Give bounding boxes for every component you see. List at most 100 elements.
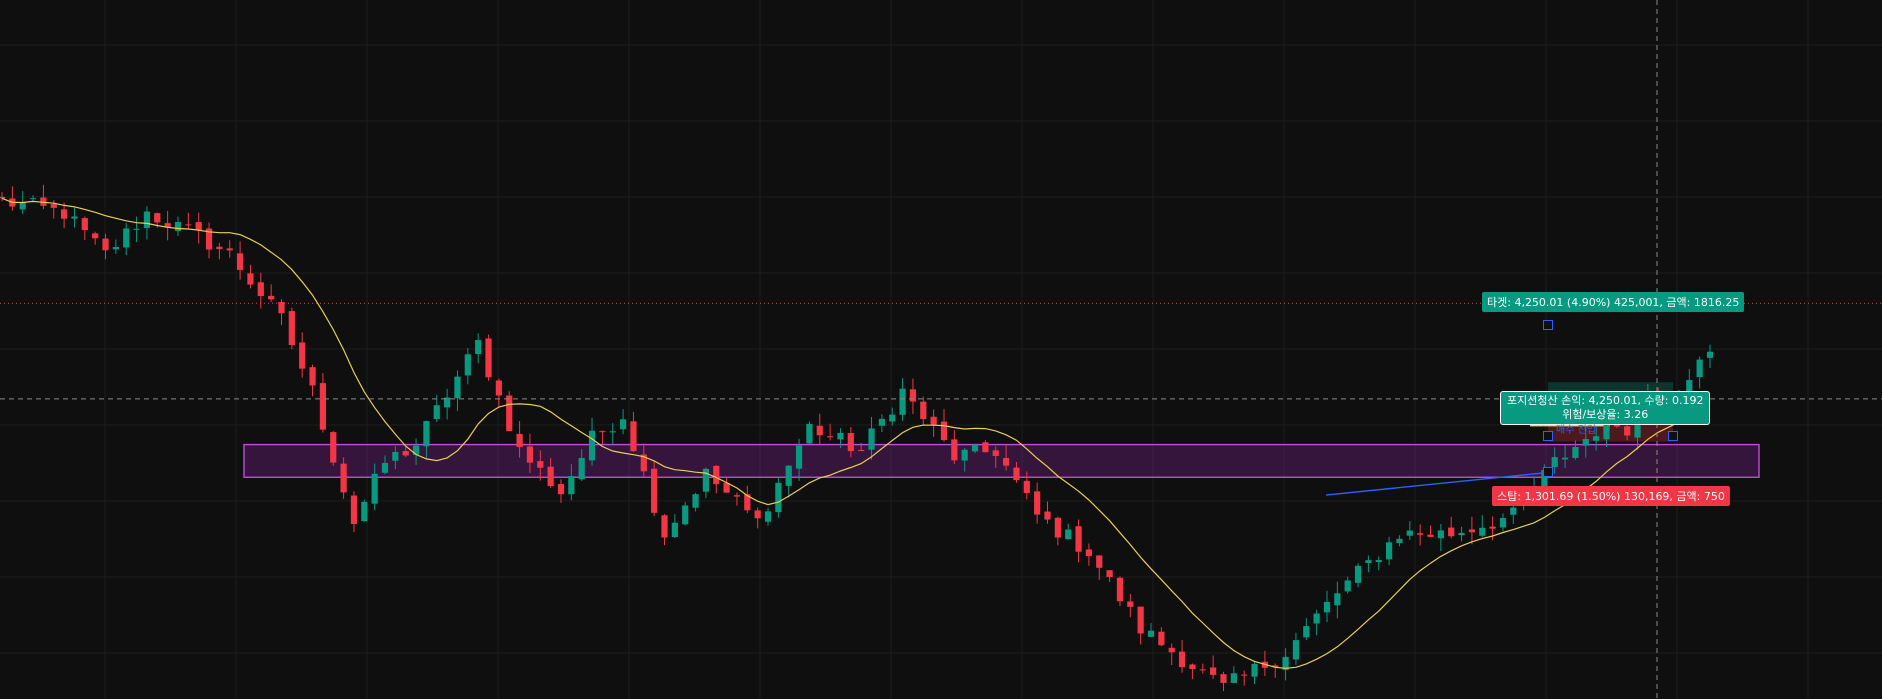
candle-body [940, 421, 948, 441]
candle-body [1013, 467, 1020, 481]
candle-body [1624, 426, 1631, 436]
candle-body [1034, 491, 1041, 515]
candle-body [1282, 656, 1289, 671]
candle-body [557, 483, 565, 495]
candle-body [733, 495, 741, 497]
candle-body [1334, 593, 1341, 606]
candle-body [1593, 436, 1600, 441]
candle-body [174, 222, 182, 231]
entry-handle-right[interactable] [1668, 431, 1678, 441]
exit-label[interactable]: 포지션청산 손익: 4,250.01, 수량: 0.192 위험/보상율: 3.… [1500, 391, 1711, 425]
candle-body [1002, 458, 1010, 466]
support-resistance-zone [243, 443, 1760, 478]
candle-body [1054, 517, 1061, 538]
candle-body [319, 383, 327, 430]
moving-average-line [1, 197, 1711, 669]
candle-body [371, 473, 378, 504]
candle-body [92, 233, 99, 239]
candle-body [299, 342, 306, 369]
candle-body [506, 395, 513, 432]
candle-body [661, 515, 668, 538]
candle-body [1106, 570, 1113, 577]
candle-body [361, 501, 368, 522]
candle-body [1220, 674, 1227, 683]
candle-body [1210, 667, 1217, 675]
candle-body [858, 450, 865, 452]
stop-label[interactable]: 스탑: 1,301.69 (1.50%) 130,169, 금액: 750 [1492, 486, 1730, 506]
candle-body [526, 446, 534, 463]
candle-body [754, 510, 761, 519]
candle-body [81, 218, 88, 231]
candle-body [102, 238, 109, 251]
candle-body [1137, 606, 1144, 634]
candle-body [50, 204, 57, 208]
candle-body [340, 463, 347, 493]
candle-body [1510, 507, 1517, 515]
candle-body [920, 401, 927, 420]
candle-body [381, 462, 389, 473]
candle-body [961, 449, 968, 461]
candle-body [1489, 526, 1496, 529]
candle-body [951, 439, 958, 461]
candle-body [1178, 651, 1186, 668]
candle-body [268, 295, 275, 300]
candle-body [1468, 529, 1476, 533]
candle-body [1168, 647, 1175, 653]
candle-body [1686, 380, 1693, 396]
candle-body [226, 248, 233, 251]
candle-body [1251, 663, 1258, 677]
candle-body [619, 419, 627, 430]
candle-body [578, 457, 585, 480]
candle-body [205, 228, 213, 250]
candle-body [899, 388, 906, 415]
candle-body [547, 466, 554, 487]
candle-body [1075, 526, 1082, 552]
candle-body [1582, 439, 1589, 446]
candle-body [982, 442, 989, 453]
candle-body [1541, 469, 1548, 490]
candle-body [1323, 601, 1331, 613]
candle-body [29, 198, 37, 200]
candle-body [71, 216, 78, 219]
candle-body [1385, 542, 1393, 560]
candle-body [630, 421, 637, 452]
candle-body [640, 454, 647, 472]
candle-body [1427, 534, 1434, 537]
candle-body [19, 202, 26, 210]
candle-body [816, 425, 823, 436]
candle-body [837, 432, 844, 440]
candle-body [1096, 555, 1103, 568]
candle-body [1230, 673, 1237, 683]
candle-body [713, 465, 720, 485]
candle-body [609, 431, 616, 433]
exit-label-line2: 위험/보상율: 3.26 [1562, 408, 1649, 421]
candle-body [1023, 480, 1030, 494]
candlestick-series [0, 184, 1714, 692]
candle-body [1448, 527, 1455, 537]
candle-body [1313, 613, 1320, 624]
candle-body [61, 209, 68, 219]
entry-label: 매수 진입 [1556, 425, 1596, 436]
target-handle[interactable] [1543, 320, 1553, 330]
candle-body [278, 301, 285, 314]
candle-body [878, 418, 885, 426]
candle-body [1085, 549, 1093, 557]
candle-body [236, 253, 244, 270]
candle-body [516, 433, 523, 448]
candle-body [588, 430, 596, 461]
candle-body [1199, 669, 1206, 671]
candle-body [164, 223, 171, 228]
candle-body [1116, 577, 1124, 602]
entry-handle-left[interactable] [1543, 431, 1553, 441]
candle-body [1551, 457, 1558, 468]
candle-body [1572, 446, 1579, 458]
candle-body [1706, 351, 1714, 358]
candle-body [1189, 664, 1196, 670]
candle-body [1437, 530, 1444, 539]
candle-body [423, 421, 430, 447]
candle-body [723, 482, 730, 493]
candle-body [1303, 626, 1310, 638]
stop-handle[interactable] [1543, 467, 1553, 477]
target-label[interactable]: 타겟: 4,250.01 (4.90%) 425,001, 금액: 1816.2… [1482, 292, 1745, 312]
